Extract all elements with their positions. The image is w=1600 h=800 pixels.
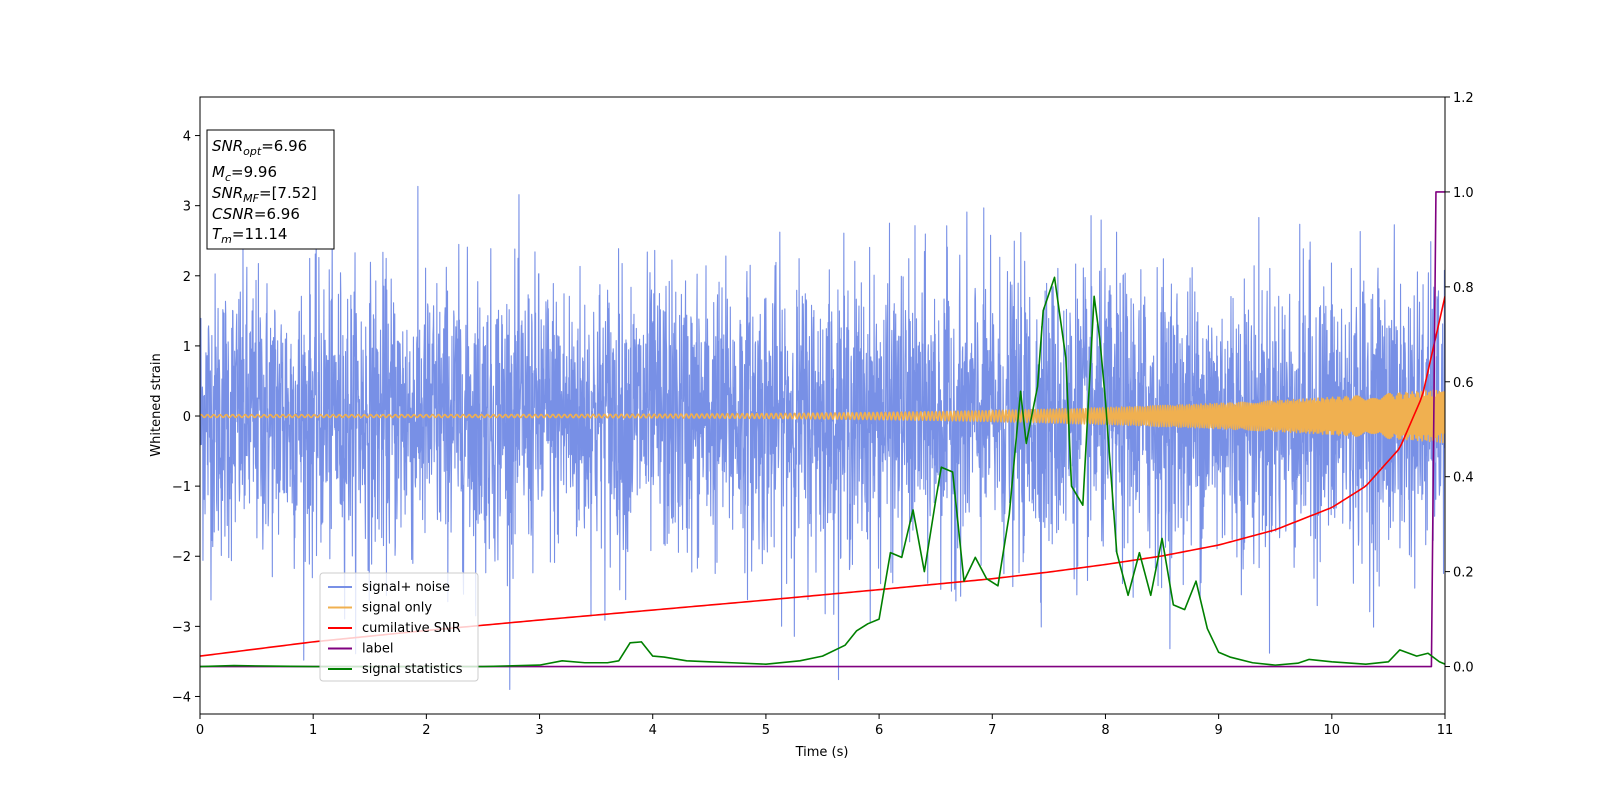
- info-box: SNRopt=6.96 Mc=9.96 SNRMF=[7.52] CSNR=6.…: [206, 129, 335, 250]
- info-snr-mf: SNRMF=[7.52]: [212, 184, 317, 205]
- legend-label: signal statistics: [362, 662, 463, 677]
- y-left-tick-label: 0: [183, 410, 191, 425]
- legend-label: signal+ noise: [362, 580, 450, 595]
- y-right-tick-label: 0.6: [1453, 376, 1474, 391]
- legend-frame: [319, 572, 479, 682]
- y-left-tick-label: −2: [172, 550, 191, 565]
- series-line-label: [200, 191, 1445, 668]
- y-left-tick-label: 2: [183, 270, 191, 285]
- y-right-tick-label: 0.4: [1453, 471, 1474, 486]
- x-tick-label: 7: [988, 723, 996, 738]
- info-csnr: CSNR=6.96: [212, 205, 300, 223]
- y-right-tick-label: 0.8: [1453, 281, 1474, 296]
- legend-label: cumilative SNR: [362, 621, 461, 636]
- legend-label: signal only: [362, 601, 432, 616]
- x-tick-label: 9: [1214, 723, 1222, 738]
- y-left-tick-label: −1: [172, 480, 191, 495]
- series-line-signal-statistics: [200, 276, 1445, 668]
- x-tick-label: 0: [196, 723, 204, 738]
- x-tick-label: 5: [762, 723, 770, 738]
- legend-label: label: [362, 642, 393, 657]
- x-tick-label: 1: [309, 723, 317, 738]
- y-left-tick-label: −3: [172, 620, 191, 635]
- y-right-tick-label: 0.2: [1453, 566, 1474, 581]
- y-left-tick-label: −4: [172, 690, 191, 705]
- x-axis: 0 1 2 3 4 5 6 7 8 9 10 11: [196, 714, 1453, 738]
- y-left-tick-label: 3: [183, 200, 191, 215]
- info-snr-opt: SNRopt=6.96: [212, 137, 307, 158]
- y-axis-left: 4 3 2 1 0 −1 −2 −3 −4: [172, 130, 200, 705]
- x-tick-label: 10: [1324, 723, 1341, 738]
- x-tick-label: 8: [1101, 723, 1109, 738]
- y-axis-label: Whitened strain: [149, 353, 164, 456]
- legend-items: signal+ noise signal only cumilative SNR la…: [328, 580, 463, 677]
- plot-area-frame: [199, 96, 1446, 715]
- y-axis-right: 1.2 1.0 0.8 0.6 0.4 0.2 0.0: [1445, 91, 1474, 676]
- x-tick-label: 3: [535, 723, 543, 738]
- info-mc: Mc=9.96: [212, 163, 277, 184]
- x-axis-label: Time (s): [795, 745, 849, 760]
- y-left-tick-label: 4: [183, 130, 191, 145]
- legend: signal+ noise signal only cumilative SNR la…: [319, 572, 479, 682]
- info-tm: Tm=11.14: [212, 225, 287, 246]
- x-tick-label: 11: [1437, 723, 1454, 738]
- x-tick-label: 4: [649, 723, 657, 738]
- y-right-tick-label: 1.2: [1453, 91, 1474, 106]
- y-right-tick-label: 1.0: [1453, 186, 1474, 201]
- x-tick-label: 6: [875, 723, 883, 738]
- y-left-tick-label: 1: [183, 340, 191, 355]
- series-line-signal-only: [200, 389, 1445, 444]
- info-box-frame: [206, 129, 335, 250]
- y-right-tick-label: 0.0: [1453, 661, 1474, 676]
- x-tick-label: 2: [422, 723, 430, 738]
